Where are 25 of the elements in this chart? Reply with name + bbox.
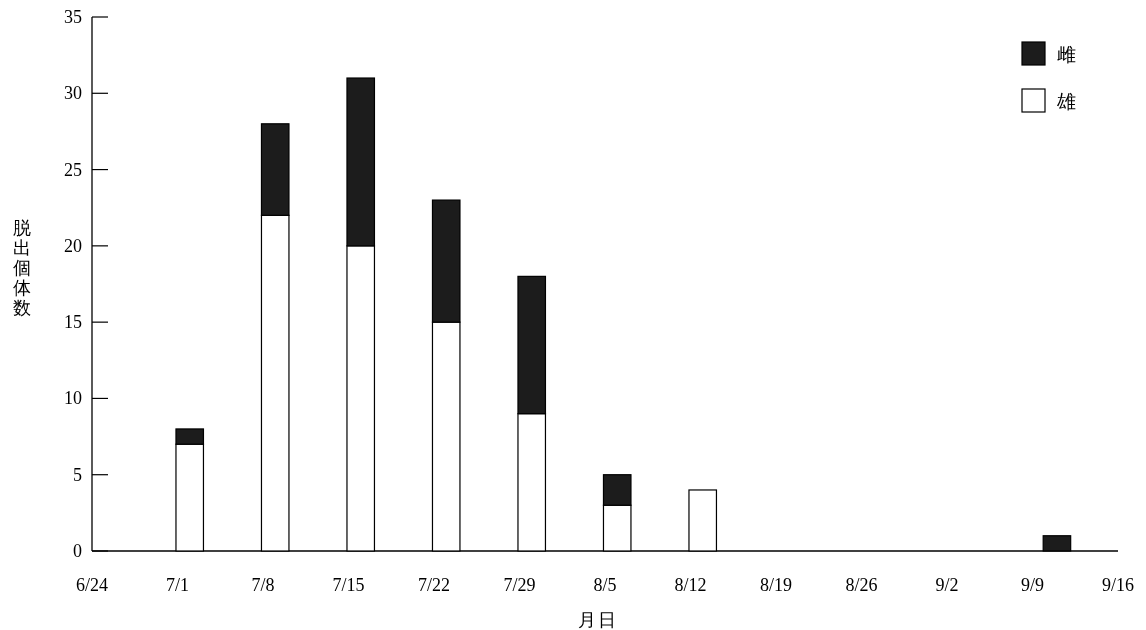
y-tick-label: 20 <box>64 235 82 256</box>
x-tick-label: 7/15 <box>332 575 365 595</box>
x-tick-label: 6/24 <box>75 575 109 595</box>
x-tick-label: 8/5 <box>593 575 617 595</box>
x-axis-title: 月日 <box>578 610 618 630</box>
x-tick-label: 7/8 <box>251 575 275 595</box>
y-tick-label: 10 <box>64 388 82 409</box>
y-tick-label: 35 <box>64 7 82 27</box>
x-tick-label: 8/12 <box>674 575 707 595</box>
legend-label: 雄 <box>1056 91 1076 112</box>
x-tick-label: 7/1 <box>165 575 190 595</box>
x-tick-label: 7/29 <box>503 575 536 595</box>
y-axis-title: 脱出個体数 <box>13 218 31 318</box>
x-tick-label: 9/2 <box>935 575 959 595</box>
x-tick-label: 9/16 <box>1101 575 1135 595</box>
y-tick-label: 25 <box>64 159 82 180</box>
legend-label: 雌 <box>1057 44 1076 65</box>
x-tick-label: 8/19 <box>759 575 793 595</box>
y-tick-label: 0 <box>73 541 82 561</box>
y-tick-label: 5 <box>73 464 82 485</box>
y-tick-label: 30 <box>64 83 82 104</box>
y-tick-label: 15 <box>64 312 82 333</box>
x-tick-label: 8/26 <box>845 575 878 595</box>
x-tick-label: 9/9 <box>1020 575 1045 595</box>
x-tick-label: 7/22 <box>417 575 451 595</box>
